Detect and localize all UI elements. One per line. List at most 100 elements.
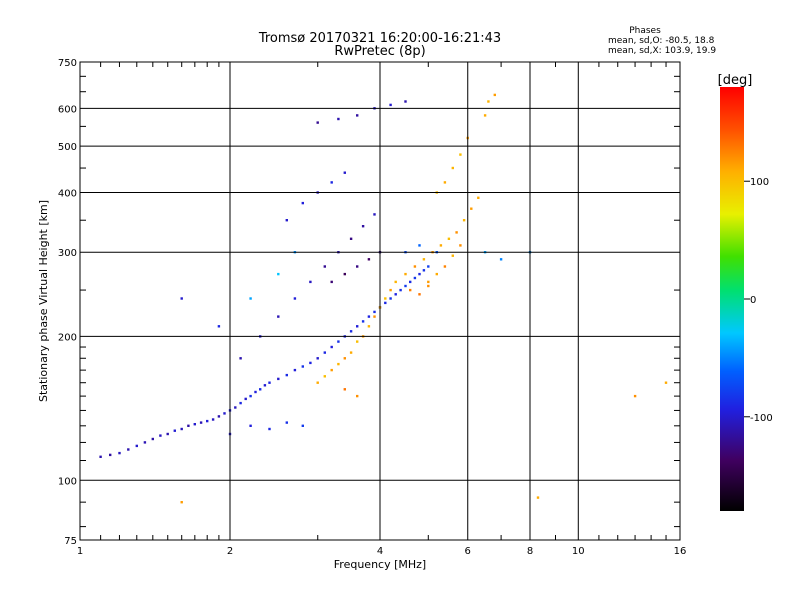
data-point-o	[343, 171, 346, 174]
x-tick-label: 8	[527, 546, 533, 557]
data-point-o	[384, 301, 387, 305]
data-point-o	[249, 394, 252, 398]
stats-x-line: mean, sd,X: 103.9, 19.9	[608, 46, 716, 56]
data-point-x	[493, 93, 496, 97]
y-tick-label: 600	[58, 104, 77, 115]
data-point-o	[316, 357, 319, 360]
data-point-x	[409, 288, 412, 292]
data-point-o	[239, 401, 242, 405]
data-point-o	[323, 351, 326, 354]
colorbar-label: [deg]	[718, 73, 753, 88]
data-point-o	[361, 320, 365, 323]
data-point-x	[413, 265, 417, 268]
data-point-o	[135, 444, 138, 448]
data-point-x	[447, 237, 451, 240]
data-point-o	[356, 265, 359, 268]
data-point-o	[343, 272, 346, 276]
data-point-o	[99, 455, 102, 458]
colorbar-tick-label: 0	[750, 295, 756, 306]
data-point-o	[316, 121, 319, 124]
data-point-x	[664, 381, 668, 384]
data-point-o	[418, 244, 421, 247]
data-point-x	[455, 231, 458, 234]
y-tick-label: 400	[58, 188, 77, 199]
x-tick-label: 6	[465, 546, 471, 557]
data-point-x	[384, 297, 387, 300]
data-point-x	[356, 394, 359, 398]
data-point-x	[323, 375, 326, 378]
data-point-o	[361, 225, 365, 228]
data-point-o	[337, 117, 340, 121]
data-point-o	[277, 315, 280, 318]
data-point-x	[418, 293, 421, 296]
data-point-o	[427, 265, 430, 268]
data-point-o	[301, 365, 304, 368]
x-tick-label: 4	[377, 546, 383, 557]
data-point-o	[263, 384, 267, 387]
data-point-o	[293, 368, 297, 372]
data-point-x	[459, 153, 462, 156]
data-point-x	[462, 219, 466, 222]
data-point-o	[244, 397, 247, 401]
data-point-o	[109, 453, 112, 457]
colorbar-ticks: 100 0 -100	[744, 177, 773, 424]
colorbar-tick-label: -100	[750, 413, 773, 424]
x-tick-label: 1	[77, 546, 83, 557]
y-tick-label: 300	[58, 248, 77, 259]
y-axis-label: Stationary phase Virtual Height [km]	[37, 200, 50, 402]
data-point-o	[234, 406, 237, 409]
data-point-o	[394, 293, 397, 296]
data-point-x	[435, 272, 438, 276]
data-point-o	[373, 213, 376, 216]
data-point-o	[422, 269, 426, 272]
data-point-o	[127, 448, 130, 451]
data-point-o	[499, 258, 503, 261]
data-point-o	[151, 437, 154, 441]
y-tick-label: 750	[58, 58, 77, 69]
data-point-o	[217, 325, 221, 328]
data-point-x	[422, 258, 426, 261]
x-axis-label: Frequency [MHz]	[334, 558, 426, 571]
data-point-o	[356, 325, 359, 328]
data-point-x	[443, 265, 447, 268]
data-point-x	[451, 254, 454, 257]
data-point-o	[259, 388, 262, 391]
data-point-o	[356, 114, 359, 117]
data-point-o	[399, 288, 402, 292]
data-point-o	[268, 381, 271, 384]
y-tick-label: 200	[58, 332, 77, 343]
data-point-o	[404, 100, 407, 103]
data-point-o	[389, 297, 392, 300]
data-point-o	[285, 373, 288, 377]
data-point-x	[536, 496, 540, 499]
data-point-x	[633, 394, 637, 398]
data-point-x	[343, 388, 346, 391]
data-point-o	[118, 451, 121, 455]
x-tick-label: 16	[674, 546, 687, 557]
data-point-o	[389, 103, 392, 107]
data-point-o	[143, 441, 147, 444]
data-point-o	[323, 265, 326, 268]
data-point-x	[404, 272, 407, 276]
data-point-x	[349, 351, 353, 354]
data-point-o	[285, 219, 288, 222]
data-point-o	[249, 424, 252, 427]
data-point-o	[367, 258, 371, 261]
data-point-o	[367, 315, 371, 318]
data-point-x	[470, 207, 473, 210]
data-point-x	[180, 501, 183, 504]
data-point-x	[373, 315, 376, 318]
data-point-o	[249, 297, 252, 300]
colorbar-tick-label: 100	[750, 177, 769, 188]
data-point-x	[487, 100, 490, 103]
data-point-o	[409, 280, 412, 284]
data-point-x	[343, 357, 346, 360]
data-point-o	[277, 377, 280, 381]
colorbar	[720, 87, 744, 511]
data-point-o	[277, 272, 280, 276]
data-point-o	[239, 357, 242, 360]
chart-title: Tromsø 20170321 16:20:00-16:21:43	[258, 31, 501, 46]
data-point-x	[443, 181, 447, 184]
y-tick-label: 100	[58, 476, 77, 487]
